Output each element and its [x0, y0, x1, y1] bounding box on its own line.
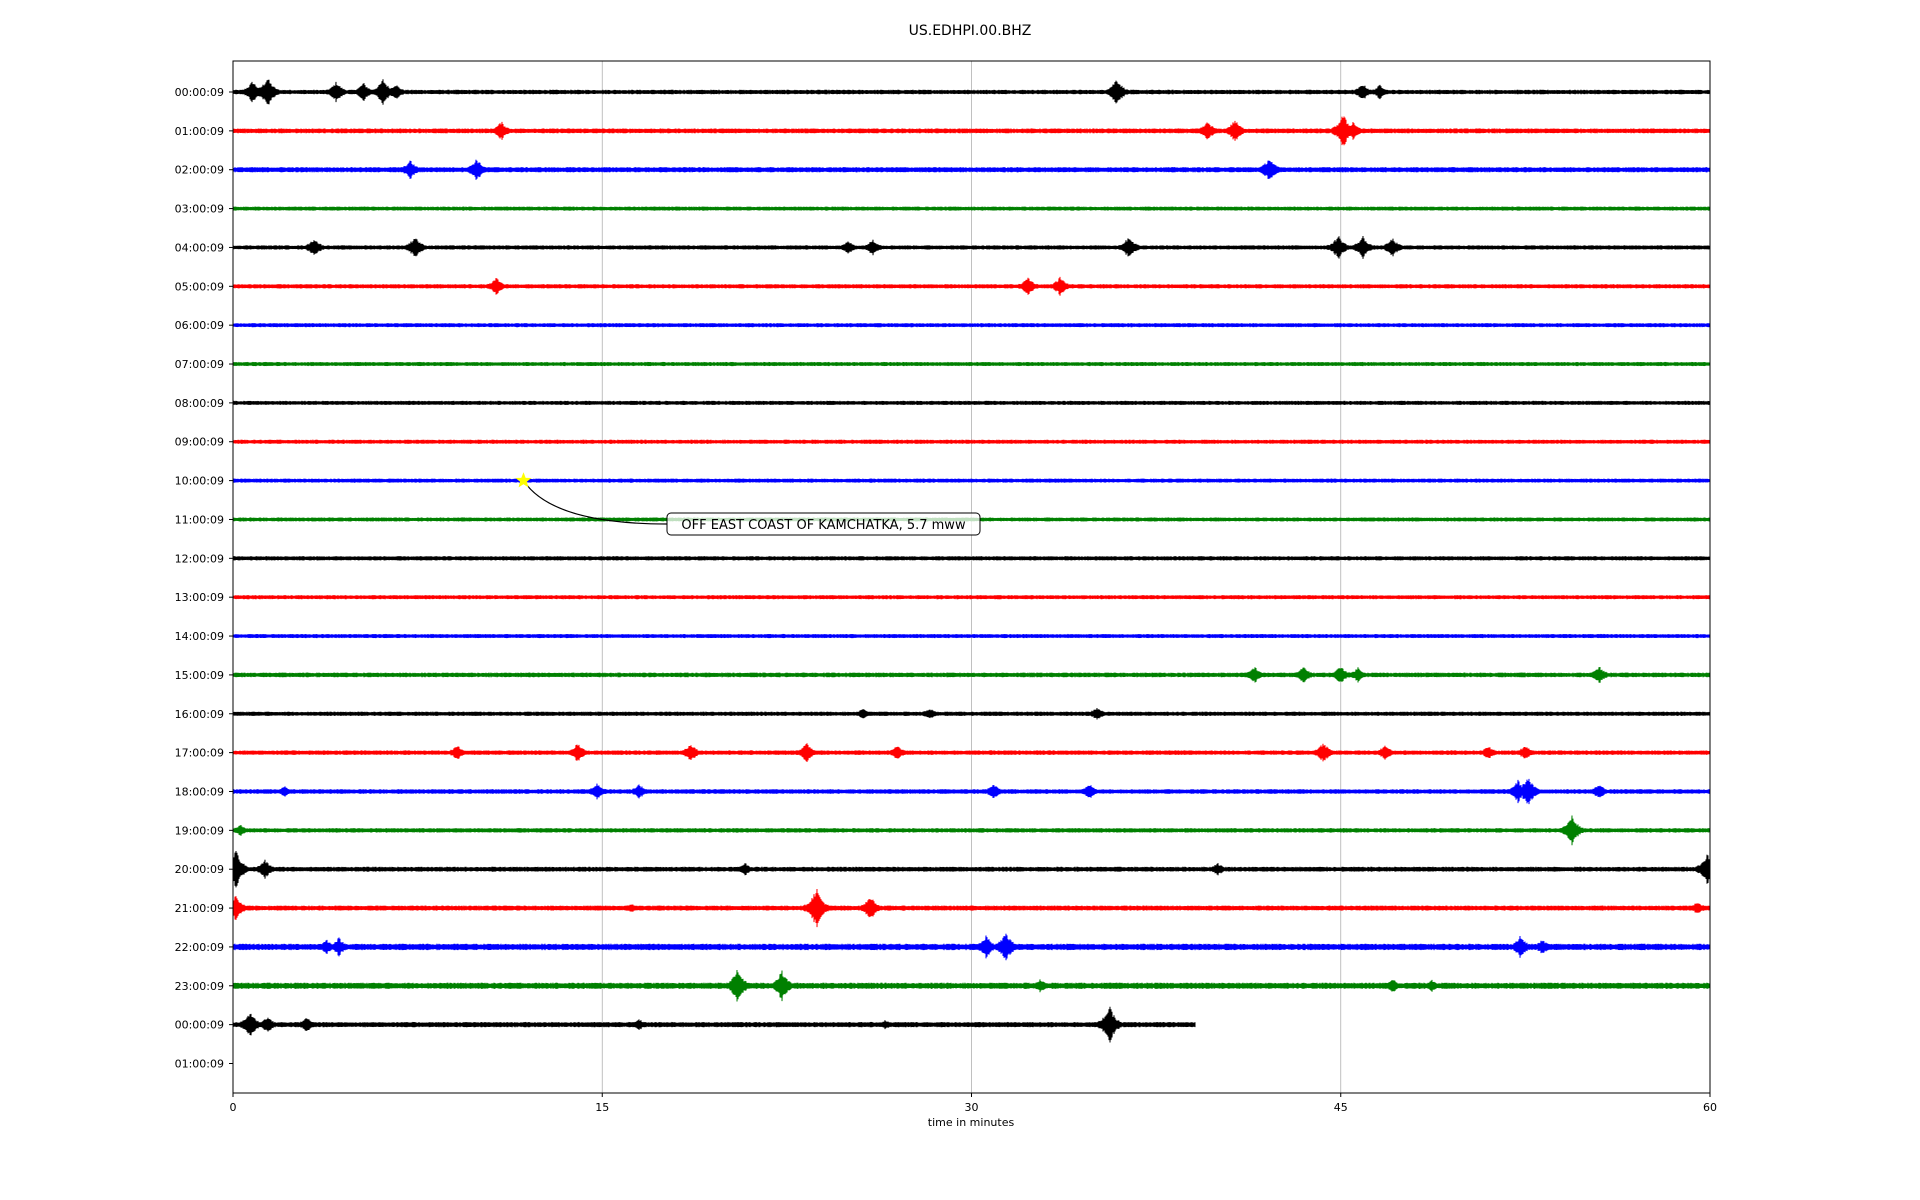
- trace-16:00:09: [232, 707, 1711, 720]
- y-tick-label: 10:00:09: [175, 475, 224, 488]
- y-tick-label: 12:00:09: [175, 552, 224, 565]
- event-star-icon: [515, 472, 532, 488]
- trace-20:00:09: [232, 850, 1711, 888]
- y-tick-label: 04:00:09: [175, 241, 224, 254]
- y-tick-label: 07:00:09: [175, 358, 224, 371]
- y-tick-label: 03:00:09: [175, 203, 224, 216]
- trace-07:00:09: [232, 361, 1711, 367]
- trace-04:00:09: [232, 235, 1711, 259]
- trace-22:00:09: [232, 933, 1711, 961]
- trace-18:00:09: [232, 778, 1711, 805]
- y-tick-label: 00:00:09: [175, 1019, 224, 1032]
- trace-15:00:09: [232, 666, 1711, 683]
- x-tick-label: 45: [1334, 1101, 1348, 1114]
- trace-06:00:09: [232, 323, 1711, 328]
- trace-21:00:09: [232, 888, 1711, 928]
- trace-01:00:09: [232, 116, 1711, 146]
- x-axis-label: time in minutes: [928, 1116, 1015, 1129]
- trace-23:00:09: [232, 969, 1711, 1002]
- y-tick-label: 01:00:09: [175, 125, 224, 138]
- y-tick-label: 05:00:09: [175, 280, 224, 293]
- y-tick-label: 11:00:09: [175, 513, 224, 526]
- x-axis-ticks: 0 15 30 45 60: [230, 1093, 1717, 1114]
- grid-lines: [601, 61, 1342, 1093]
- y-tick-label: 15:00:09: [175, 669, 224, 682]
- y-axis-ticks: 00:00:09 01:00:09 02:00:09 03:00:09 04:00:09…: [175, 86, 233, 1071]
- y-tick-label: 09:00:09: [175, 436, 224, 449]
- chart-title: US.EDHPI.00.BHZ: [909, 23, 1032, 39]
- trace-03:00:09: [232, 206, 1711, 211]
- seismic-traces: [232, 79, 1711, 1043]
- y-tick-label: 00:00:09: [175, 86, 224, 99]
- trace-02:00:09: [232, 159, 1711, 180]
- trace-10:00:09: [232, 478, 1711, 483]
- y-tick-label: 21:00:09: [175, 902, 224, 915]
- x-tick-label: 30: [965, 1101, 979, 1114]
- annotation-box: [666, 512, 981, 536]
- trace-08:00:09: [232, 400, 1711, 406]
- trace-09:00:09: [232, 439, 1711, 444]
- y-tick-label: 23:00:09: [175, 980, 224, 993]
- y-tick-label: 17:00:09: [175, 747, 224, 760]
- y-tick-label: 20:00:09: [175, 863, 224, 876]
- trace-12:00:09: [232, 556, 1711, 561]
- y-tick-label: 16:00:09: [175, 708, 224, 721]
- trace-05:00:09: [232, 276, 1711, 296]
- annotation-connector: [522, 480, 668, 525]
- trace-00:00:09: [232, 79, 1711, 105]
- y-tick-label: 18:00:09: [175, 785, 224, 798]
- x-tick-label: 0: [230, 1101, 237, 1114]
- trace-13:00:09: [232, 595, 1711, 600]
- y-tick-label: 14:00:09: [175, 630, 224, 643]
- y-tick-label: 06:00:09: [175, 319, 224, 332]
- x-tick-label: 15: [595, 1101, 609, 1114]
- trace-19:00:09: [232, 815, 1711, 846]
- y-tick-label: 13:00:09: [175, 591, 224, 604]
- y-tick-label: 08:00:09: [175, 397, 224, 410]
- annotation-text: OFF EAST COAST OF KAMCHATKA, 5.7 mww: [681, 518, 966, 533]
- plot-frame: [232, 60, 1711, 1094]
- x-tick-label: 60: [1703, 1101, 1717, 1114]
- trace-17:00:09: [232, 743, 1711, 763]
- y-tick-label: 02:00:09: [175, 164, 224, 177]
- y-tick-label: 22:00:09: [175, 941, 224, 954]
- trace-14:00:09: [232, 633, 1711, 639]
- event-annotation: OFF EAST COAST OF KAMCHATKA, 5.7 mww: [515, 472, 981, 536]
- trace-00:00:09: [232, 1006, 1196, 1043]
- y-tick-label: 19:00:09: [175, 824, 224, 837]
- y-tick-label: 01:00:09: [175, 1058, 224, 1071]
